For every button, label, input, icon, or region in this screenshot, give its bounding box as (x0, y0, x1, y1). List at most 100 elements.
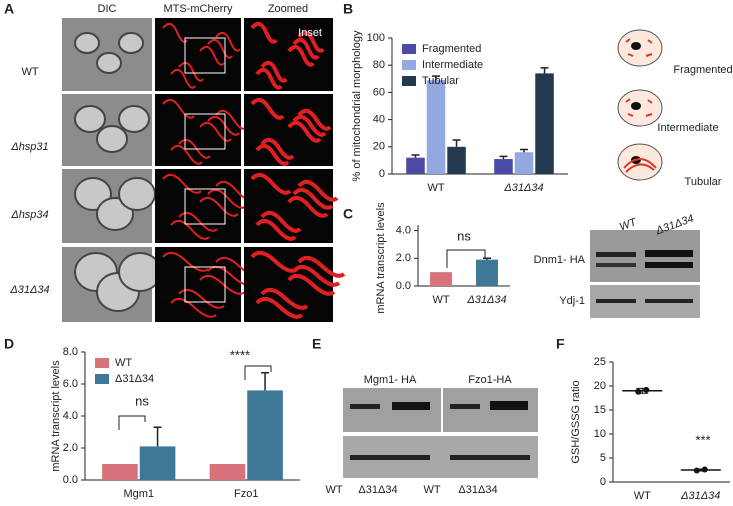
annotation: ns (457, 228, 471, 243)
legend-label: Δ31Δ34 (115, 373, 154, 385)
column-header: DIC (98, 3, 117, 15)
legend-swatch (95, 358, 109, 368)
mito-cartoon (623, 158, 657, 173)
x-tick-label: Mgm1 (123, 488, 154, 500)
y-axis-label: mRNA transcript levels (375, 202, 387, 314)
cell (74, 32, 100, 54)
error-bar (520, 148, 528, 153)
panel-label: D (4, 336, 14, 352)
mitochondria (162, 251, 262, 318)
bar (406, 157, 425, 174)
mito-cartoon (625, 38, 653, 57)
legend-label: Intermediate (422, 59, 483, 71)
x-tick-label: Δ31Δ34 (503, 182, 543, 194)
legend-swatch (95, 374, 109, 384)
error-bar (452, 139, 461, 147)
micrograph (244, 247, 333, 322)
bar (430, 272, 452, 286)
band (596, 263, 636, 267)
band (350, 455, 430, 460)
panel-label: A (4, 1, 14, 17)
band (645, 262, 693, 268)
error-bar (483, 257, 491, 260)
annotation: **** (230, 347, 250, 362)
bar (494, 159, 513, 174)
band-label: Ydj-1 (559, 295, 585, 307)
bar (139, 446, 176, 480)
error-bar (411, 154, 420, 158)
band (392, 402, 430, 410)
micrograph (244, 169, 333, 243)
cell (118, 105, 150, 133)
bar (426, 80, 446, 174)
y-tick-label: 4.0 (63, 410, 78, 422)
nucleus (631, 102, 641, 110)
y-tick-label: 4.0 (396, 224, 411, 236)
y-axis-label: GSH/GSSG ratio (570, 380, 582, 463)
legend-label: Fragmented (422, 43, 481, 55)
y-tick-label: 100 (367, 32, 385, 44)
nucleus (631, 42, 641, 50)
y-tick-label: 5 (600, 452, 606, 464)
mitochondria (250, 250, 346, 319)
point (693, 467, 700, 474)
mitochondria (250, 172, 339, 241)
inset-label: Inset (298, 27, 322, 39)
inset-box (184, 266, 226, 303)
bar (247, 390, 283, 480)
x-tick-label: WT (427, 182, 444, 194)
y-axis-label: % of mitochondrial morphology (351, 30, 363, 182)
mitochondria (162, 22, 241, 89)
cell (118, 177, 156, 211)
legend-label: Tubular (422, 75, 459, 87)
bracket (244, 365, 272, 380)
row-label: Δ31Δ34 (9, 284, 49, 296)
lane-label: Δ31Δ34 (458, 484, 497, 496)
legend-swatch (402, 60, 416, 70)
micrograph (155, 169, 241, 243)
y-tick-label: 0.0 (63, 474, 78, 486)
bracket (118, 415, 146, 430)
y-tick-label: 6.0 (63, 378, 78, 390)
y-tick-label: 8.0 (63, 346, 78, 358)
band (596, 252, 636, 257)
y-tick-label: 10 (594, 428, 606, 440)
y-axis-label: mRNA transcript levels (50, 360, 62, 472)
y-tick-label: 60 (373, 86, 385, 98)
panel-label: F (556, 336, 565, 352)
error-bar (540, 67, 549, 74)
x-tick-label: WT (634, 490, 651, 502)
y-tick-label: 40 (373, 114, 385, 126)
error-bar (499, 155, 508, 160)
y-tick-label: 0 (600, 476, 606, 488)
y-tick-label: 2.0 (396, 252, 411, 264)
protein-label: Fzo1-HA (468, 374, 512, 386)
legend-swatch (402, 44, 416, 54)
lane-label: WT (325, 484, 342, 496)
protein-label: Mgm1- HA (364, 374, 417, 386)
cell (118, 252, 162, 292)
x-tick-label: Δ31Δ34 (466, 294, 506, 306)
y-tick-label: 20 (594, 380, 606, 392)
point (701, 466, 708, 473)
panel-label: B (343, 1, 353, 17)
cartoon-label: Tubular (685, 176, 722, 188)
y-tick-label: 2.0 (63, 442, 78, 454)
band (350, 404, 380, 409)
mitochondria (250, 97, 332, 166)
mitochondria (250, 21, 325, 90)
y-tick-label: 0 (379, 168, 385, 180)
panel-label: E (312, 336, 321, 352)
row-label: WT (21, 66, 38, 78)
mitochondria (162, 173, 255, 240)
error-bar (261, 372, 270, 391)
band (490, 401, 528, 410)
band (450, 455, 530, 460)
bracket (446, 249, 486, 268)
cell (96, 125, 128, 153)
x-tick-label: Fzo1 (234, 488, 258, 500)
cell (74, 105, 106, 133)
point (643, 386, 650, 393)
row-label: Δhsp34 (10, 209, 48, 221)
